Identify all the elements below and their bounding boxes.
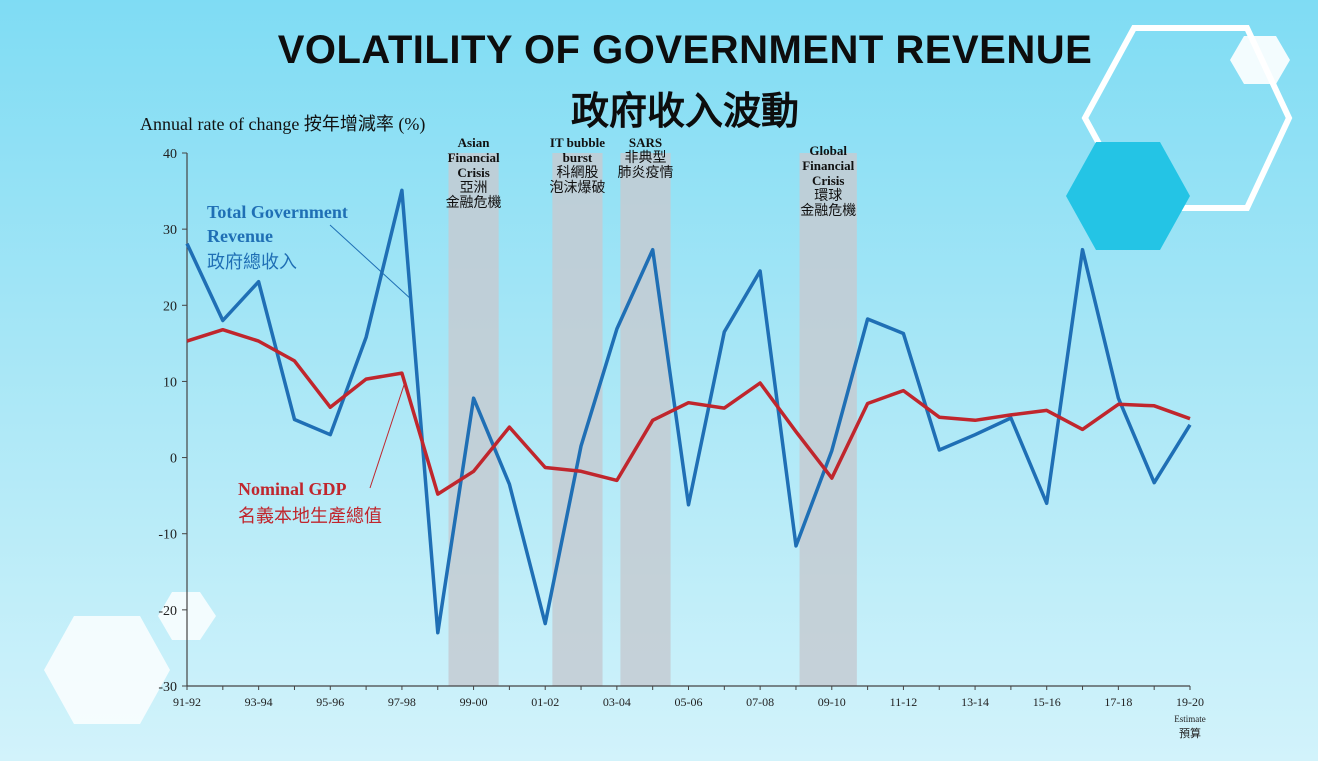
y-tick-label: 20	[163, 299, 177, 314]
y-tick-label: 30	[163, 223, 177, 238]
x-tick-label: 17-18	[1104, 695, 1132, 709]
x-tick-note: 預算	[1179, 726, 1201, 740]
event-bands	[448, 153, 857, 686]
event-label: Financial	[448, 150, 500, 165]
y-tick-label: 0	[170, 452, 177, 467]
series-label-gdp: Nominal GDP	[238, 479, 347, 499]
annotation-leader	[329, 224, 413, 301]
event-label: SARS	[629, 135, 662, 150]
hexagon-outline-decoration	[1081, 25, 1293, 211]
event-label: 非典型	[625, 150, 667, 166]
x-tick-label: 05-06	[675, 695, 703, 709]
series-label-revenue: Revenue	[207, 226, 273, 246]
y-tick-label: -10	[158, 528, 177, 543]
event-label: Financial	[802, 158, 854, 173]
y-tick-label: 10	[163, 375, 177, 390]
page-title-chinese: 政府收入波動	[570, 89, 799, 133]
x-tick-label: 15-16	[1033, 695, 1061, 709]
x-tick-label: 99-00	[460, 695, 488, 709]
event-label: Global	[809, 143, 847, 158]
event-label: Crisis	[457, 165, 490, 180]
annotation-leader	[369, 384, 405, 489]
x-tick-label: 95-96	[316, 695, 344, 709]
x-tick-label: 01-02	[531, 695, 559, 709]
x-tick-note: Estimate	[1174, 714, 1206, 724]
event-band	[448, 153, 499, 686]
event-label: 環球	[814, 188, 842, 204]
event-band	[799, 153, 857, 686]
event-band	[552, 153, 603, 686]
x-tick-label: 93-94	[245, 695, 273, 709]
x-tick-label: 91-92	[173, 695, 201, 709]
event-label: 肺炎疫情	[618, 165, 674, 181]
event-label: 亞洲	[460, 180, 488, 196]
series-line	[186, 327, 1191, 496]
x-tick-label: 07-08	[746, 695, 774, 709]
hexagon-small-decoration	[1230, 36, 1290, 84]
event-band	[620, 153, 671, 686]
series-line	[185, 188, 1192, 635]
y-tick-label: 40	[163, 147, 177, 162]
event-label: Asian	[458, 135, 491, 150]
series-label-gdp-zh: 名義本地生產總值	[238, 506, 382, 527]
x-tick-label: 19-20	[1176, 695, 1204, 709]
series-lines	[185, 188, 1192, 635]
event-label: 泡沫爆破	[549, 180, 605, 196]
x-tick-label: 11-12	[890, 695, 918, 709]
series-label-revenue: Total Government	[207, 202, 348, 222]
y-tick-label: -20	[158, 604, 177, 619]
x-tick-label: 97-98	[388, 695, 416, 709]
event-label: 科網股	[556, 165, 598, 181]
page-title: VOLATILITY OF GOVERNMENT REVENUE	[277, 28, 1093, 72]
hexagon-bottom-decoration	[44, 616, 170, 724]
x-tick-label: 09-10	[818, 695, 846, 709]
x-tick-label: 13-14	[961, 695, 989, 709]
y-tick-label: -30	[158, 680, 177, 695]
event-label: Crisis	[812, 173, 845, 188]
hexagon-filled-decoration	[1066, 142, 1190, 250]
event-label: 金融危機	[446, 195, 502, 211]
x-tick-label: 03-04	[603, 695, 631, 709]
event-label: IT bubble	[550, 135, 605, 150]
event-label: burst	[563, 150, 593, 165]
y-axis-label: Annual rate of change 按年增減率 (%)	[140, 114, 425, 135]
series-label-revenue-zh: 政府總收入	[207, 252, 297, 273]
event-label: 金融危機	[800, 203, 856, 219]
